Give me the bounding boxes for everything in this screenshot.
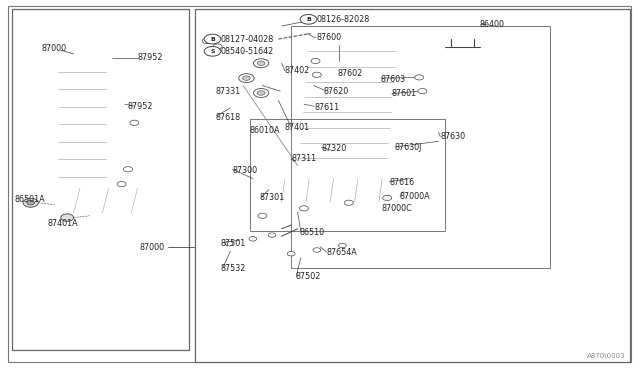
Text: 87000C: 87000C <box>381 204 412 213</box>
Text: 87000A: 87000A <box>400 192 431 201</box>
Polygon shape <box>42 205 138 227</box>
Circle shape <box>257 91 265 95</box>
Circle shape <box>418 89 427 94</box>
Polygon shape <box>227 39 294 86</box>
Polygon shape <box>419 39 438 134</box>
Circle shape <box>268 233 276 237</box>
Text: 87600: 87600 <box>316 33 341 42</box>
Polygon shape <box>54 54 112 190</box>
Polygon shape <box>61 33 112 54</box>
Text: S: S <box>210 49 215 54</box>
Circle shape <box>300 15 317 24</box>
Polygon shape <box>214 229 285 251</box>
Circle shape <box>311 58 320 64</box>
Text: 87320: 87320 <box>321 144 346 153</box>
Text: B: B <box>210 36 215 42</box>
Circle shape <box>287 251 295 256</box>
Text: 86501A: 86501A <box>14 195 45 203</box>
Text: B: B <box>306 17 311 22</box>
Circle shape <box>130 120 139 125</box>
Bar <box>195 9 630 362</box>
Polygon shape <box>390 35 432 141</box>
Polygon shape <box>227 74 294 115</box>
Circle shape <box>249 237 257 241</box>
Polygon shape <box>93 54 131 173</box>
Circle shape <box>339 243 346 248</box>
Circle shape <box>204 34 221 44</box>
Circle shape <box>253 89 269 97</box>
Text: 87620: 87620 <box>324 87 349 96</box>
Text: 87402: 87402 <box>285 66 310 75</box>
Text: 87501: 87501 <box>221 239 246 248</box>
Text: 86400: 86400 <box>480 20 505 29</box>
Text: 87602: 87602 <box>338 69 363 78</box>
Circle shape <box>239 74 254 83</box>
Text: 87301: 87301 <box>259 193 284 202</box>
Text: A870\0003: A870\0003 <box>588 353 626 359</box>
Circle shape <box>225 241 233 246</box>
Text: 87952: 87952 <box>128 102 154 110</box>
Bar <box>250 119 445 231</box>
Circle shape <box>253 59 269 68</box>
Polygon shape <box>298 164 314 171</box>
Circle shape <box>23 198 38 207</box>
Text: 87616: 87616 <box>389 178 414 187</box>
Circle shape <box>257 61 265 65</box>
Circle shape <box>202 38 211 44</box>
Circle shape <box>300 206 308 211</box>
Text: 87618: 87618 <box>215 113 240 122</box>
Text: 08540-51642: 08540-51642 <box>221 47 274 56</box>
Text: 86010A: 86010A <box>250 126 280 135</box>
Circle shape <box>313 248 321 252</box>
Circle shape <box>415 75 424 80</box>
Polygon shape <box>298 33 410 166</box>
Text: 87300: 87300 <box>232 166 257 174</box>
Text: 87401A: 87401A <box>48 219 79 228</box>
Circle shape <box>312 72 321 77</box>
Polygon shape <box>253 162 397 205</box>
Circle shape <box>204 46 221 56</box>
Text: 87311: 87311 <box>291 154 316 163</box>
Polygon shape <box>250 195 403 229</box>
Circle shape <box>61 214 74 221</box>
Polygon shape <box>440 15 486 39</box>
Circle shape <box>27 201 35 205</box>
Polygon shape <box>48 184 138 216</box>
Text: 87401: 87401 <box>285 123 310 132</box>
Text: 08127-04028: 08127-04028 <box>221 35 274 44</box>
Bar <box>12 9 189 350</box>
Text: 87952: 87952 <box>138 53 163 62</box>
Text: 87603: 87603 <box>381 75 406 84</box>
Circle shape <box>258 213 267 218</box>
Bar <box>291 26 550 268</box>
Circle shape <box>344 200 353 205</box>
Circle shape <box>117 182 126 187</box>
Text: 87601: 87601 <box>392 89 417 98</box>
Text: 87630: 87630 <box>440 132 465 141</box>
Text: 87000: 87000 <box>42 44 67 53</box>
Text: 08126-82028: 08126-82028 <box>317 15 370 24</box>
Text: 87502: 87502 <box>296 272 321 281</box>
Circle shape <box>383 195 392 201</box>
Polygon shape <box>309 17 413 35</box>
Polygon shape <box>262 236 368 259</box>
Polygon shape <box>253 180 397 212</box>
Circle shape <box>124 167 132 172</box>
Text: 86510: 86510 <box>300 228 324 237</box>
Circle shape <box>213 44 222 49</box>
Text: 87000: 87000 <box>140 243 165 252</box>
Text: 87532: 87532 <box>221 264 246 273</box>
Circle shape <box>243 76 250 80</box>
Text: 87611: 87611 <box>314 103 339 112</box>
Text: 87654A: 87654A <box>326 248 357 257</box>
Text: 87630J: 87630J <box>395 143 422 152</box>
Text: 87331: 87331 <box>215 87 240 96</box>
